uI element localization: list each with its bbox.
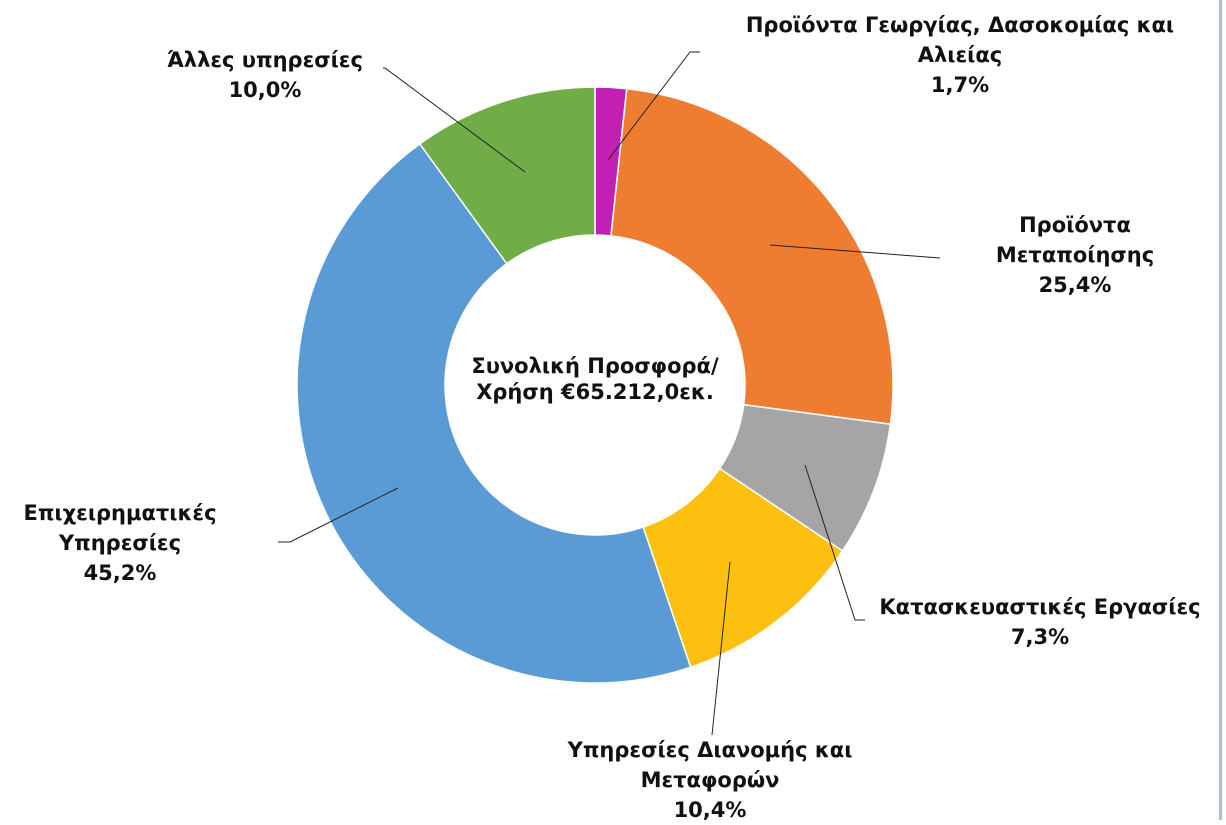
- leader-line: [769, 244, 941, 259]
- center-label: Συνολική Προσφορά/ Χρήση €65.212,0εκ.: [471, 354, 719, 404]
- donut-slice: [296, 142, 692, 684]
- value-label: 10,0%: [228, 78, 302, 102]
- frame-edge: [1219, 0, 1222, 820]
- leader-line: [278, 487, 399, 543]
- value-label: 1,7%: [930, 73, 990, 97]
- leader-line: [607, 51, 700, 161]
- value-label: 10,4%: [673, 798, 747, 822]
- slice-label: Άλλες υπηρεσίες 10,0%: [115, 45, 415, 105]
- category-label: Υπηρεσίες Διανομής και Μεταφορών: [567, 738, 853, 792]
- donut-slice: [610, 87, 894, 426]
- value-label: 7,3%: [1010, 625, 1070, 649]
- value-label: 25,4%: [1038, 273, 1112, 297]
- category-label: Προϊόντα Μεταποίησης: [995, 213, 1155, 267]
- slice-label: Προϊόντα Μεταποίησης 25,4%: [965, 210, 1185, 300]
- category-label: Κατασκευαστικές Εργασίες: [879, 595, 1201, 619]
- slice-label: Κατασκευαστικές Εργασίες 7,3%: [850, 592, 1226, 652]
- leader-line: [711, 561, 731, 736]
- slice-label: Προϊόντα Γεωργίας, Δασοκομίας και Αλιεία…: [710, 10, 1210, 100]
- value-label: 45,2%: [83, 561, 157, 585]
- category-label: Άλλες υπηρεσίες: [167, 48, 363, 72]
- leader-line: [383, 67, 526, 173]
- donut-slice: [418, 86, 596, 265]
- category-label: Προϊόντα Γεωργίας, Δασοκομίας και Αλιεία…: [745, 13, 1175, 67]
- slice-label: Υπηρεσίες Διανομής και Μεταφορών 10,4%: [540, 735, 880, 825]
- leader-line: [804, 464, 865, 621]
- category-label: Επιχειρηματικές Υπηρεσίες: [23, 501, 217, 555]
- slice-label: Επιχειρηματικές Υπηρεσίες 45,2%: [5, 498, 235, 588]
